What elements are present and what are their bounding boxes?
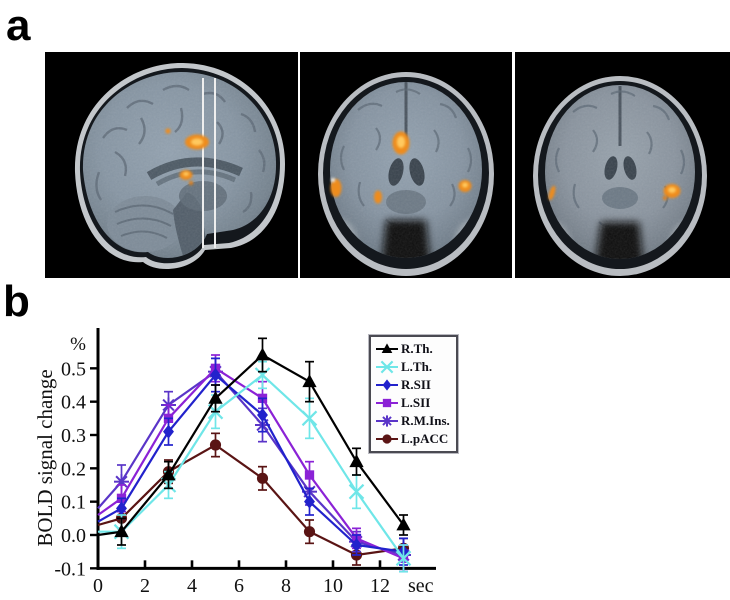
x-tick-label: 2 [140,575,150,597]
legend-item-rth: R.Th. [376,340,454,358]
bold-signal-chart: % sec BOLD signal change 0 2 4 6 8 10 12 0.5 0.4… [30,320,450,600]
series-rsii [97,357,409,566]
y-axis-title: BOLD signal change [33,369,57,546]
chart-canvas: % sec BOLD signal change 0 2 4 6 8 10 12 0.5 0.4… [33,328,436,597]
y-tick-label: 0.3 [61,425,86,447]
legend-marker-icon [376,415,398,427]
sagittal-brain-image [45,52,298,278]
mri-coronal-slice-posterior [515,52,730,278]
y-tick-label: 0.1 [61,492,86,514]
panel-b-label: b [3,277,30,326]
y-tick-label: 0.2 [61,458,86,480]
series-lsii [97,354,409,573]
legend-item-rsii: R.SII [376,376,454,394]
x-tick-label: 0 [93,575,103,597]
coronal-brain-image-posterior [515,52,730,278]
legend-label: L.SII [401,395,431,410]
legend-label: R.Th. [401,341,433,356]
x-unit-label: sec [408,575,434,597]
legend-item-rmins: R.M.Ins. [376,412,454,430]
series-rmins [97,357,411,573]
x-tick-label: 6 [234,575,244,597]
activation-blobs-coronal-posterior [548,184,681,201]
mri-coronal-slice-anterior [300,52,512,278]
panel-a-label: a [6,1,31,50]
legend-item-lth: L.Th. [376,358,454,376]
y-tick-label: 0.4 [61,392,86,414]
y-tick-label: 0.0 [61,525,86,547]
x-tick-label: 12 [370,575,390,597]
legend-item-lsii: L.SII [376,394,454,412]
legend-marker-icon [376,379,398,391]
slice-line-posterior [214,78,216,248]
x-tick-label: 10 [323,575,343,597]
legend-label: L.Th. [401,359,433,374]
x-tick-label: 4 [187,575,197,597]
legend-marker-icon [376,398,398,408]
mri-sagittal-slice [45,52,298,278]
slice-line-anterior [202,78,204,248]
legend-label: R.SII [401,377,431,392]
plot-layer: 0 2 4 6 8 10 12 0.5 0.4 0.3 0.2 0.1 0.0 -0.1 [54,328,436,597]
y-tick-label: -0.1 [54,558,86,580]
activation-blobs-coronal-anterior [330,131,472,204]
x-tick-label: 8 [281,575,291,597]
coronal-brain-image-anterior [300,52,512,278]
series-rth [97,337,411,546]
legend-marker-icon [376,434,398,444]
legend-marker-icon [376,343,398,354]
activation-blobs-sagittal [165,128,209,186]
y-unit-label: % [70,334,86,355]
chart-legend: R.Th. L.Th. R.SII L.SII R.M.Ins. L.pACC [369,335,458,453]
legend-label: L.pACC [401,431,449,446]
y-tick-label: 0.5 [61,358,86,380]
legend-label: R.M.Ins. [401,413,450,428]
legend-item-lpacc: L.pACC [376,430,454,448]
legend-marker-icon [376,360,398,374]
